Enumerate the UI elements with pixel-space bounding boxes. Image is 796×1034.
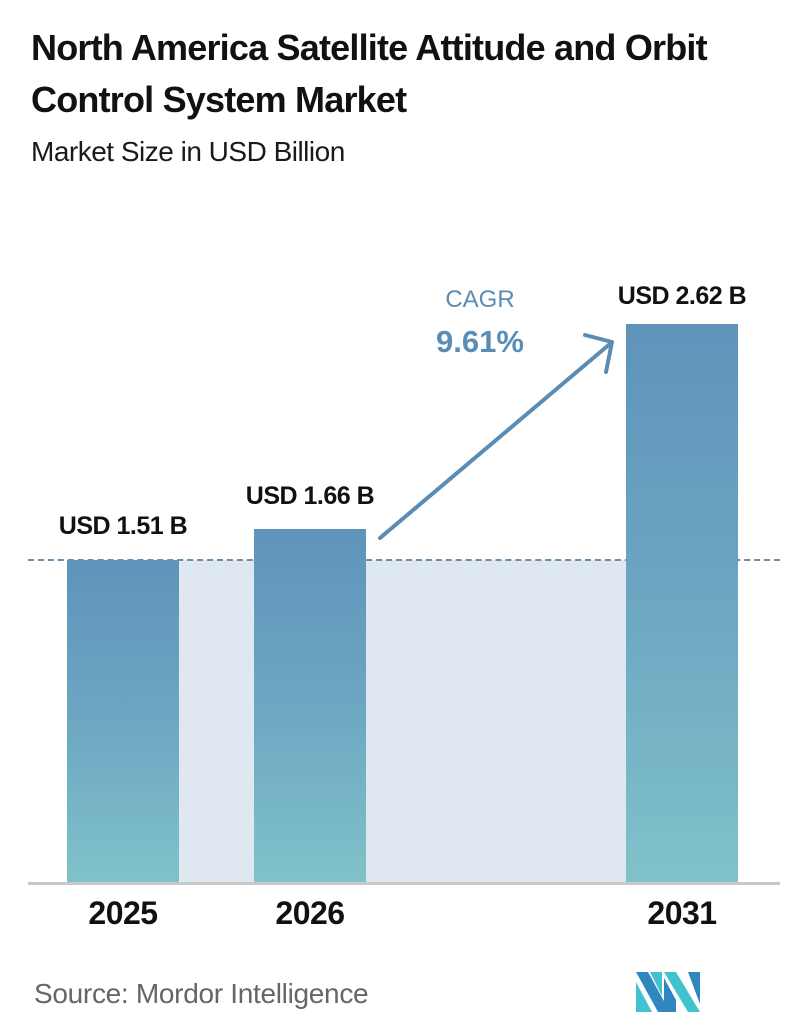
x-label-2031: 2031 <box>647 895 717 931</box>
reference-dashed-line <box>28 559 780 561</box>
value-label-2026: USD 1.66 B <box>245 482 375 510</box>
bar-2031 <box>626 324 738 882</box>
chart-title: North America Satellite Attitude and Orb… <box>31 27 708 120</box>
value-label-2031: USD 2.62 B <box>617 282 747 310</box>
x-label-2026: 2026 <box>275 895 345 931</box>
cagr-label: CAGR <box>445 286 515 313</box>
chart-subtitle: Market Size in USD Billion <box>31 136 345 167</box>
x-axis-baseline <box>28 882 780 885</box>
band-2025-2026 <box>178 560 254 882</box>
band-2026-2031 <box>366 560 626 882</box>
bar-2025 <box>67 560 179 882</box>
value-label-2025: USD 1.51 B <box>58 512 188 540</box>
cagr-value: 9.61% <box>436 324 524 359</box>
mordor-intelligence-logo-icon <box>636 972 700 1012</box>
source-text: Source: Mordor Intelligence <box>34 978 369 1009</box>
x-label-2025: 2025 <box>88 895 158 931</box>
bar-2026 <box>254 529 366 882</box>
